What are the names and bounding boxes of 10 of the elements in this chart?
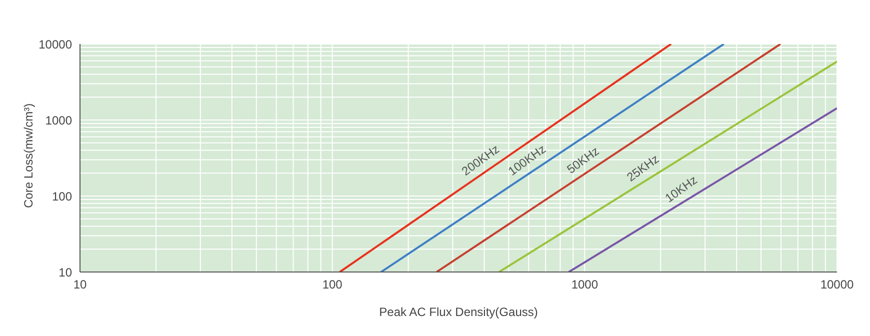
x-tick-label: 10000: [820, 278, 854, 292]
x-tick-label: 100: [322, 278, 343, 292]
y-tick-label: 10000: [38, 37, 72, 52]
x-tick-label: 10: [73, 278, 87, 292]
y-tick-label: 100: [52, 189, 72, 204]
y-axis-title: Core Loss(mw/cm³): [21, 103, 36, 208]
x-tick-label: 1000: [571, 278, 598, 292]
x-axis-title: Peak AC Flux Density(Gauss): [379, 305, 538, 319]
y-tick-label: 1000: [45, 113, 72, 128]
y-tick-label: 10: [58, 265, 72, 280]
